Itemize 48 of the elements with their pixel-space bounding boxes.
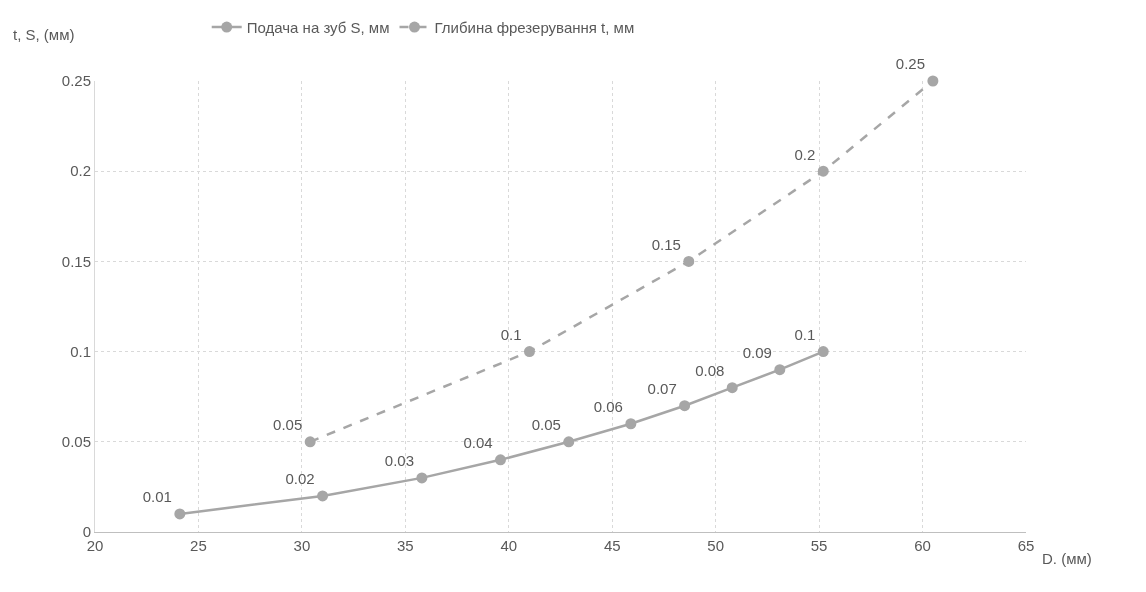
- data-label: 0.06: [593, 398, 623, 416]
- data-label: 0.09: [742, 344, 772, 362]
- data-label: 0.1: [794, 325, 816, 343]
- data-label: 0.07: [647, 380, 677, 398]
- x-tick-label: 50: [707, 537, 725, 554]
- data-label: 0.25: [895, 55, 926, 73]
- point: [774, 364, 786, 376]
- point: [726, 382, 738, 394]
- legend-label: Глибина фрезерування t, мм: [434, 18, 635, 36]
- x-tick-label: 60: [914, 537, 931, 554]
- data-label: 0.2: [794, 145, 816, 163]
- point: [416, 472, 428, 484]
- y-tick-label: 0.15: [61, 252, 91, 270]
- x-tick-label: 40: [500, 537, 518, 554]
- point: [304, 436, 316, 448]
- point: [817, 346, 829, 358]
- data-label: 0.08: [695, 362, 725, 380]
- x-tick-label: 55: [810, 537, 828, 554]
- data-label: 0.1: [500, 325, 522, 343]
- point: [625, 418, 637, 430]
- x-tick-label: 65: [1017, 537, 1035, 554]
- x-axis-title: D. (мм): [1042, 550, 1092, 567]
- y-tick-label: 0.2: [70, 162, 91, 180]
- data-label: 0.03: [384, 452, 415, 470]
- x-tick-label: 30: [293, 537, 311, 554]
- point: [495, 454, 506, 466]
- data-label: 0.05: [531, 416, 561, 434]
- data-label: 0.05: [273, 416, 303, 434]
- data-label: 0.04: [463, 434, 493, 452]
- legend-label: Подача на зуб S, мм: [246, 18, 390, 36]
- data-label: 0.15: [651, 235, 681, 253]
- point: [683, 255, 695, 267]
- point: [317, 490, 329, 502]
- data-label: 0.01: [142, 488, 172, 506]
- x-tick-label: 25: [190, 537, 207, 554]
- point: [174, 508, 186, 520]
- point: [523, 346, 535, 358]
- data-label: 0.02: [285, 470, 315, 488]
- y-tick-label: 0.05: [61, 433, 91, 451]
- point: [817, 165, 829, 177]
- x-tick-label: 35: [396, 537, 414, 554]
- point: [679, 400, 691, 412]
- x-tick-label: 45: [603, 537, 621, 554]
- y-tick-label: 0.25: [61, 72, 91, 90]
- y-axis-title: t, S, (мм): [13, 26, 75, 43]
- y-tick-label: 0.1: [70, 342, 91, 360]
- point: [563, 436, 575, 448]
- point: [927, 75, 939, 87]
